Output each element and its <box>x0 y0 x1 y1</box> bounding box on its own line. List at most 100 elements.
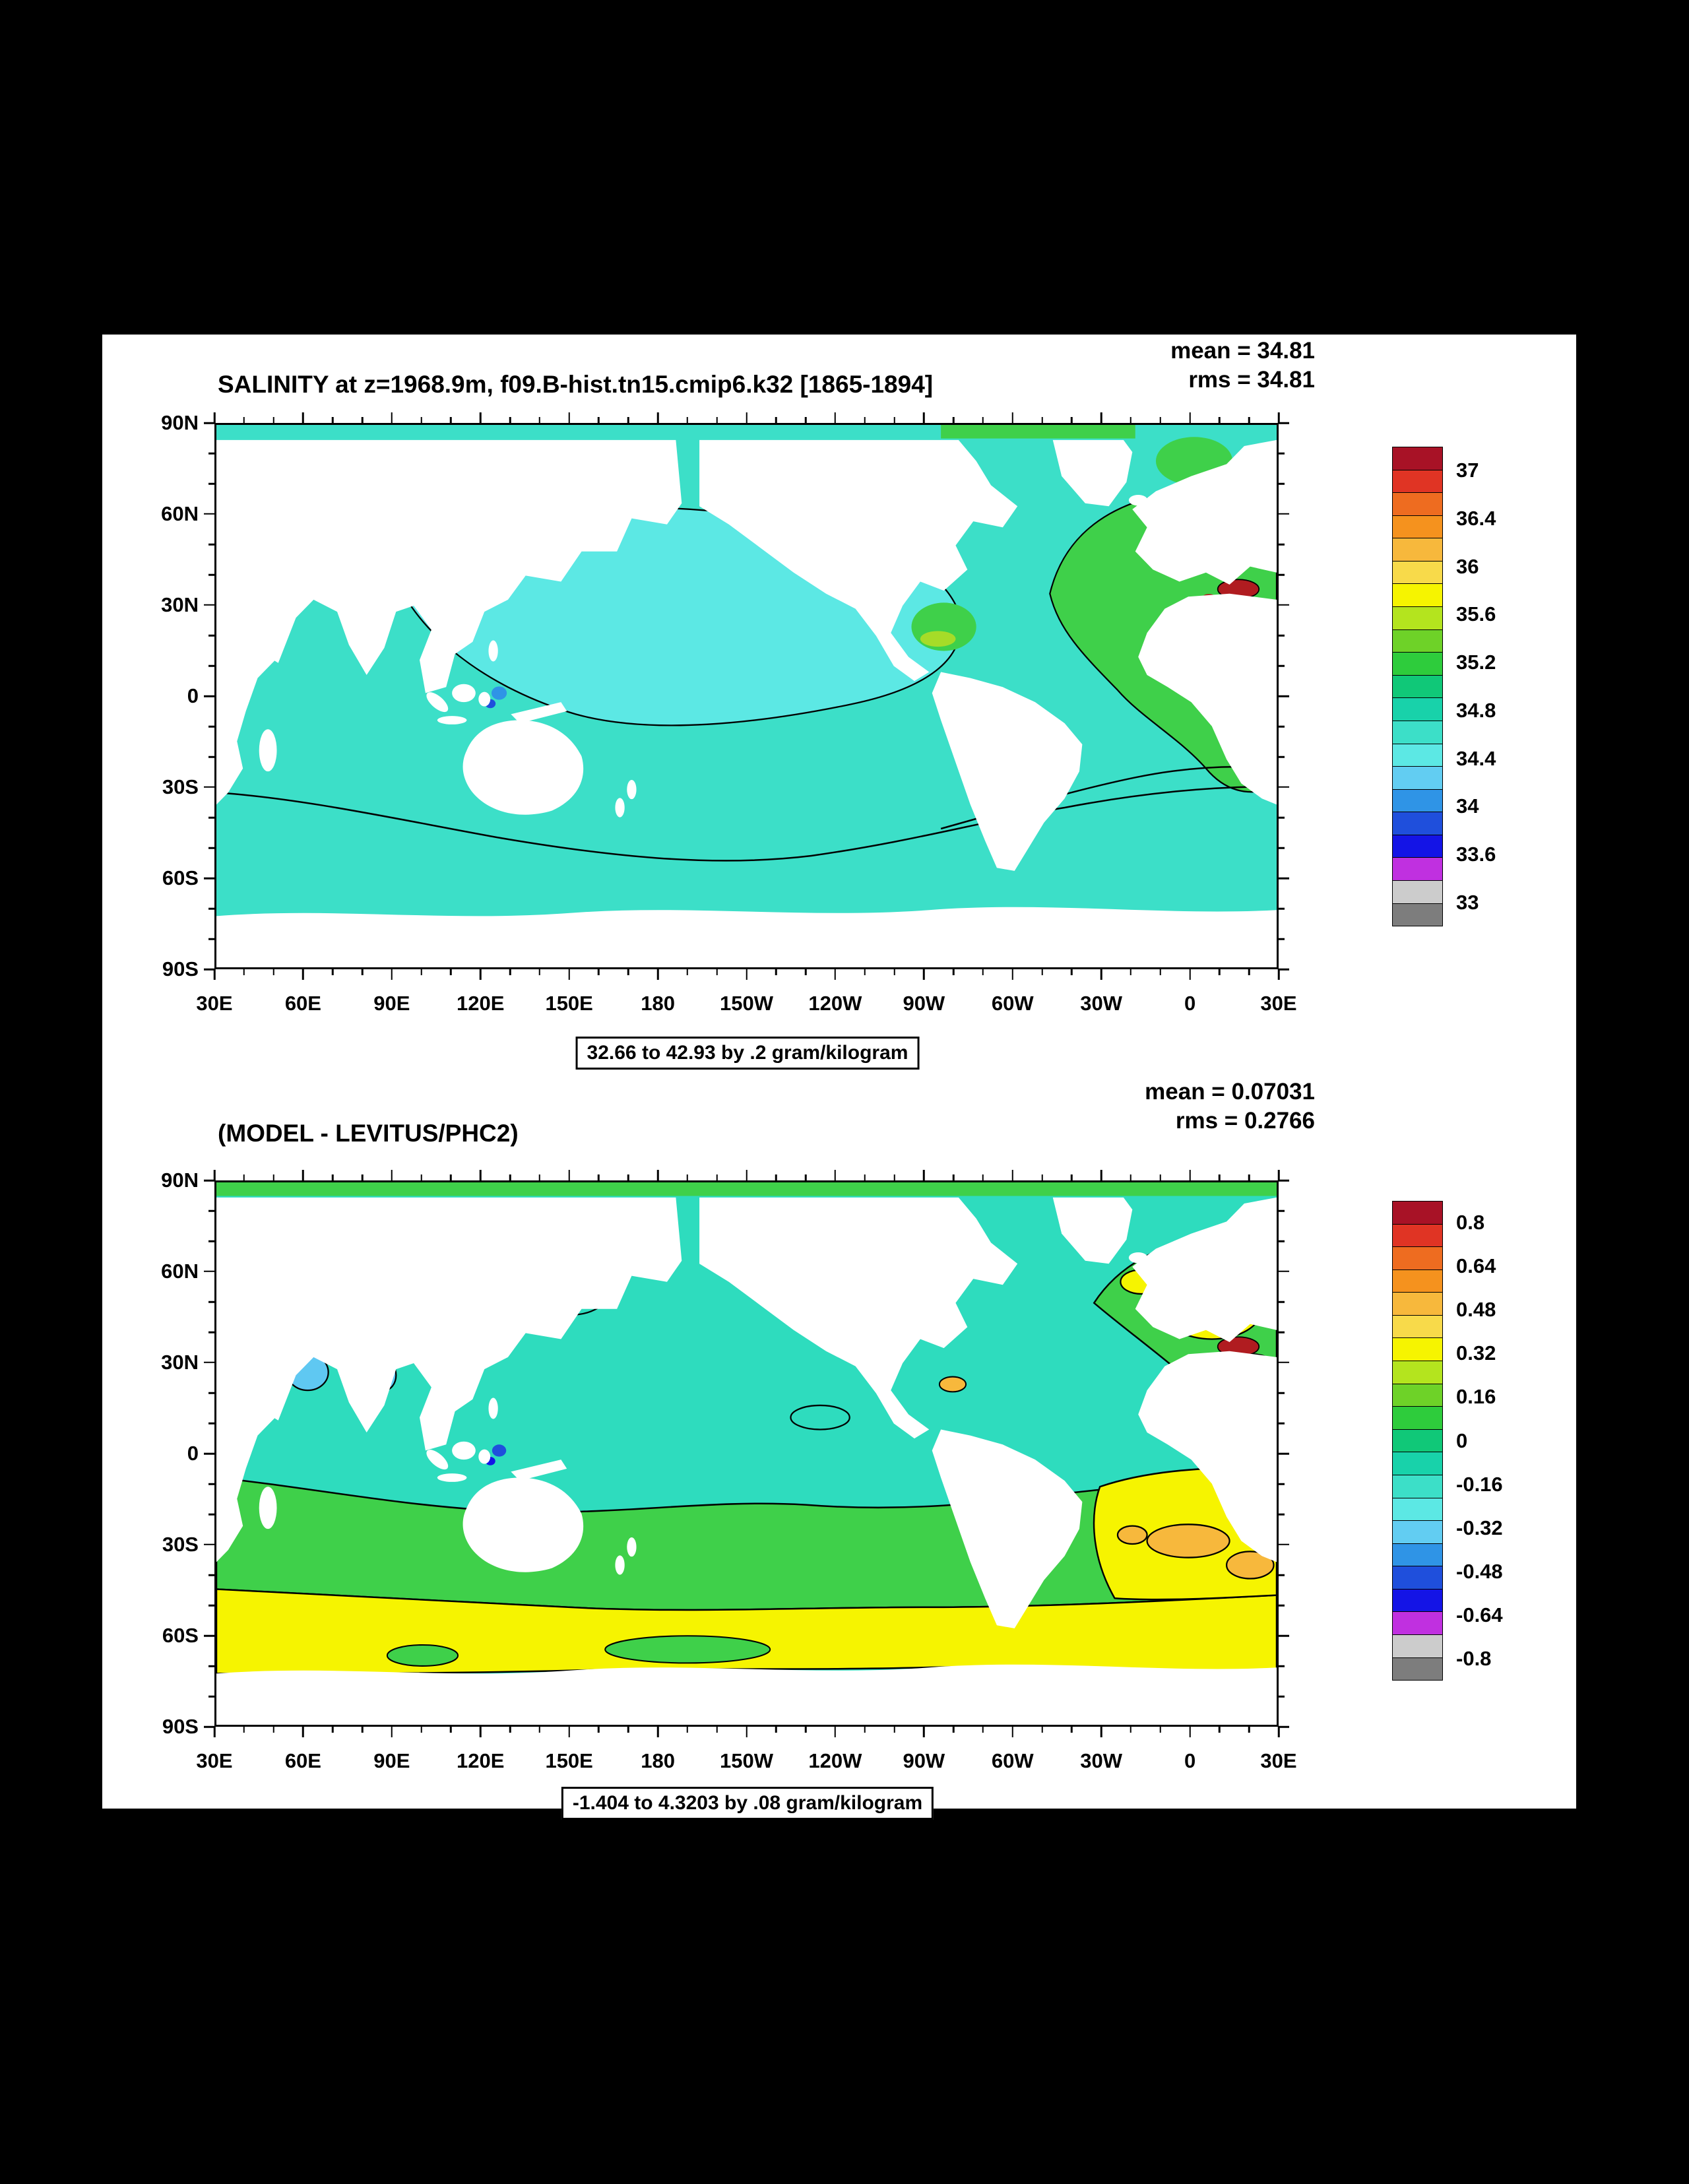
colorbar-swatch <box>1393 1384 1442 1407</box>
tick-mark <box>1100 1727 1102 1737</box>
colorbar-label: 33.6 <box>1456 842 1496 866</box>
tick-mark <box>204 877 214 880</box>
tick-mark <box>1279 1270 1289 1273</box>
tick-mark <box>480 412 482 423</box>
colorbar-label: -0.64 <box>1456 1603 1503 1626</box>
tick-mark <box>208 1392 214 1394</box>
tick-mark <box>272 1727 274 1733</box>
tick-mark <box>834 1727 837 1737</box>
tick-mark <box>331 969 334 975</box>
tick-mark <box>568 1727 570 1737</box>
lon-tick-label: 0 <box>1184 1749 1196 1772</box>
tick-mark <box>1219 417 1221 423</box>
salinity-map-section: SALINITY at z=1968.9m, f09.B-hist.tn15.c… <box>102 335 1576 1092</box>
tick-mark <box>1011 969 1013 980</box>
tick-mark <box>204 786 214 788</box>
tick-mark <box>1100 969 1102 980</box>
tick-mark <box>509 969 511 975</box>
lat-tick-label: 0 <box>187 1442 199 1465</box>
colorbar-swatch <box>1393 1247 1442 1270</box>
tick-mark <box>982 417 984 423</box>
tick-mark <box>208 1695 214 1698</box>
tick-mark <box>746 412 748 423</box>
tick-mark <box>775 417 777 423</box>
colorbar-swatch <box>1393 1521 1442 1544</box>
tick-mark <box>804 1174 807 1180</box>
tick-mark <box>923 1727 925 1737</box>
tick-mark <box>361 969 364 975</box>
lat-tick-label: 0 <box>187 684 199 707</box>
lat-tick-label: 60N <box>161 1260 199 1283</box>
lon-tick-label: 150E <box>545 1749 593 1772</box>
tick-mark <box>746 969 748 980</box>
tick-mark <box>1277 1727 1280 1737</box>
tick-mark <box>213 1727 216 1737</box>
tick-mark <box>1279 1543 1289 1546</box>
colorbar-swatches <box>1392 1201 1443 1681</box>
tick-mark <box>1279 1634 1289 1637</box>
colorbar-swatch <box>1393 858 1442 881</box>
tick-mark <box>834 412 837 423</box>
world-map-salinity <box>216 425 1277 967</box>
tick-mark <box>864 969 866 975</box>
tick-mark <box>1279 452 1285 455</box>
tick-mark <box>331 1174 334 1180</box>
tick-mark <box>982 969 984 975</box>
tick-mark <box>1189 412 1191 423</box>
lon-tick-label: 90W <box>903 1749 945 1772</box>
tick-mark <box>627 417 629 423</box>
tick-mark <box>598 417 600 423</box>
tick-mark <box>272 417 274 423</box>
mean-value: mean = 34.81 <box>1170 338 1315 364</box>
tick-mark <box>1071 417 1073 423</box>
tick-mark <box>302 969 304 980</box>
tick-mark <box>204 604 214 606</box>
tick-mark <box>204 695 214 697</box>
tick-mark <box>864 1727 866 1733</box>
tick-mark <box>598 1727 600 1733</box>
lon-tick-label: 180 <box>641 1749 675 1772</box>
tick-mark <box>746 1170 748 1180</box>
tick-mark <box>420 1174 422 1180</box>
tick-mark <box>775 969 777 975</box>
colorbar-label: 37 <box>1456 459 1479 482</box>
colorbar-label: 34.8 <box>1456 698 1496 722</box>
colorbar-difference: 0.8 0.64 0.48 0.32 0.16 0 -0.16 -0.32 -0.48 -0.64… <box>1392 1201 1577 1681</box>
lon-tick-label: 150W <box>720 992 773 1015</box>
colorbar-swatch <box>1393 1566 1442 1590</box>
tick-mark <box>1189 969 1191 980</box>
tick-mark <box>1041 1174 1043 1180</box>
tick-mark <box>450 417 452 423</box>
tick-mark <box>208 482 214 485</box>
tick-mark <box>538 417 541 423</box>
axis-ticks-left <box>203 422 214 971</box>
tick-mark <box>1279 543 1285 546</box>
colorbar-swatch <box>1393 1269 1442 1293</box>
colorbar-swatch <box>1393 812 1442 835</box>
tick-mark <box>208 452 214 455</box>
tick-mark <box>952 417 955 423</box>
tick-mark <box>656 1727 659 1737</box>
lon-tick-label: 30W <box>1080 1749 1123 1772</box>
tick-mark <box>1279 1452 1289 1455</box>
colorbar-swatch <box>1393 561 1442 585</box>
colorbar-swatch <box>1393 1429 1442 1453</box>
tick-mark <box>1279 664 1285 667</box>
colorbar-swatch <box>1393 1543 1442 1567</box>
tick-mark <box>1011 1727 1013 1737</box>
tick-mark <box>1277 1170 1280 1180</box>
tick-mark <box>1041 417 1043 423</box>
colorbar-swatch <box>1393 1475 1442 1498</box>
colorbar-swatch <box>1393 767 1442 790</box>
colorbar-swatch <box>1393 1634 1442 1658</box>
colorbar-label: 35.6 <box>1456 602 1496 626</box>
colorbar-label: 0.16 <box>1456 1385 1496 1409</box>
tick-mark <box>568 412 570 423</box>
tick-mark <box>686 1727 689 1733</box>
tick-mark <box>952 1174 955 1180</box>
colorbar-label: -0.48 <box>1456 1559 1503 1583</box>
contour-range-label: 32.66 to 42.93 by .2 gram/kilogram <box>575 1037 920 1070</box>
tick-mark <box>204 1543 214 1546</box>
lon-tick-label: 150E <box>545 992 593 1015</box>
tick-mark <box>243 1727 245 1733</box>
